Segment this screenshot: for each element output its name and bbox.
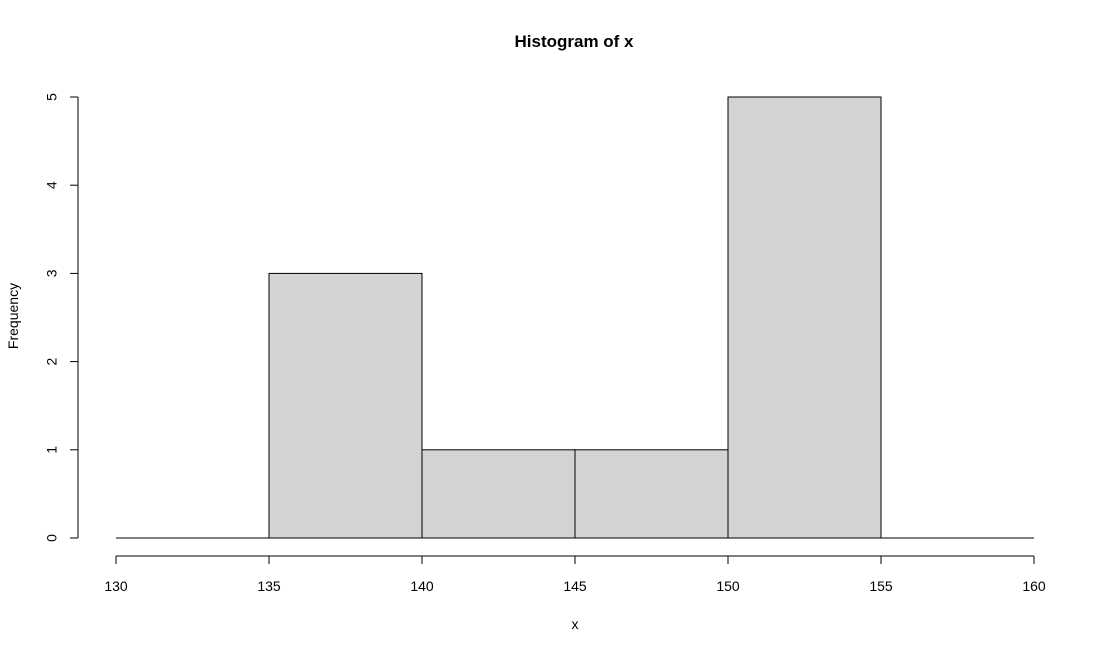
y-tick-label: 0 [44,534,60,542]
y-axis-title: Frequency [5,283,21,349]
x-tick-label: 145 [563,578,587,594]
histogram-bar [574,449,729,539]
x-tick-label: 150 [716,578,740,594]
x-tick-label: 135 [257,578,281,594]
y-tick-label: 2 [44,357,60,365]
y-tick-label: 1 [44,446,60,454]
x-axis-title: x [572,616,579,632]
y-axis: 0 1 2 3 4 5 [44,93,79,542]
y-tick-label: 5 [44,93,60,101]
y-tick-label: 4 [44,181,60,189]
x-tick-label: 140 [410,578,434,594]
y-tick-label: 3 [44,269,60,277]
x-tick-label: 160 [1022,578,1046,594]
x-tick-label: 130 [104,578,128,594]
bars-group [268,96,882,539]
x-tick-label: 155 [869,578,893,594]
histogram-bar [421,449,576,539]
x-axis: 130 135 140 145 150 155 160 [104,555,1046,594]
chart-title: Histogram of x [514,32,634,51]
histogram-bar [727,96,882,539]
histogram-bar [268,272,423,539]
